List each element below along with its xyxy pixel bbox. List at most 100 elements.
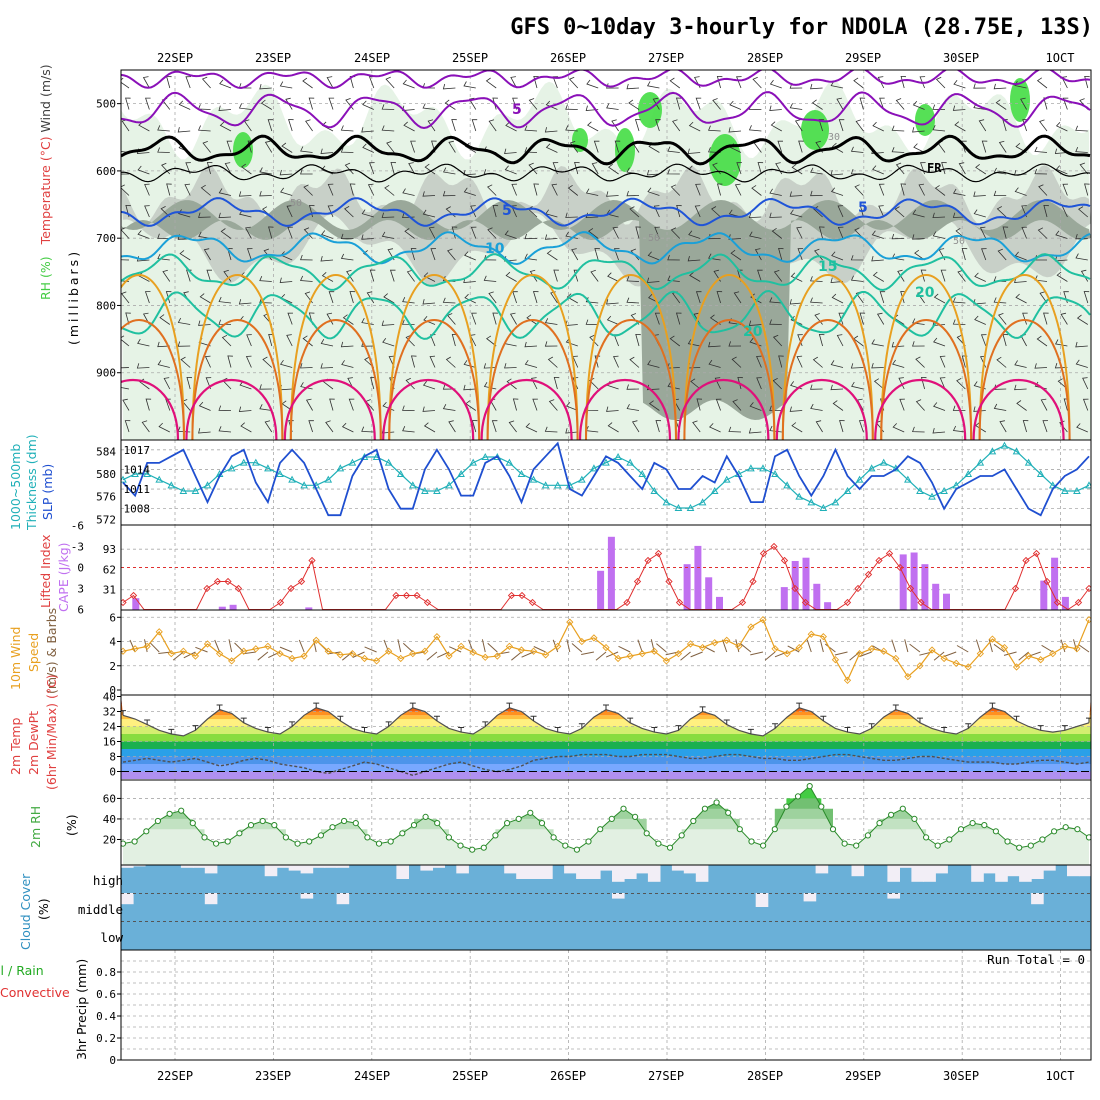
cape-bar: [813, 583, 821, 610]
upper-wind-barb: [383, 293, 395, 304]
upper-wind-barb: [340, 233, 354, 240]
upper-wind-barb: [504, 148, 517, 154]
top-date-tick: 1OCT: [1046, 51, 1075, 65]
wind10-barb: [1073, 639, 1078, 653]
thickness-point: [155, 475, 164, 483]
upper-wind-barb: [653, 205, 660, 218]
upper-wind-barb: [914, 249, 925, 261]
temp-minmax-mark: [578, 723, 585, 729]
upper-wind-barb: [369, 162, 375, 175]
upper-wind-barb: [900, 291, 906, 304]
temp-minmax-mark: [530, 715, 537, 721]
li-point: [759, 549, 768, 558]
upper-wind-barb: [973, 406, 986, 412]
upper-wind-barb: [730, 249, 742, 261]
upper-wind-barb: [125, 312, 131, 325]
rh-point: [422, 813, 429, 821]
cape-bar: [132, 598, 140, 610]
wind-speed-point: [191, 652, 200, 660]
upper-wind-barb: [749, 231, 762, 239]
precip-panel: 0 0.2 0.4 0.6 0.8 Run Total = 0 tal / Rain C…: [0, 949, 1092, 1067]
upper-wind-barb: [279, 277, 293, 283]
upper-wind-barb: [892, 423, 905, 433]
temp-contour-dome: [121, 319, 185, 440]
upper-wind-barb: [778, 247, 784, 261]
temp-minmax-mark: [216, 704, 223, 710]
upper-wind-barb: [980, 334, 987, 347]
upper-wind-barb: [757, 162, 764, 175]
upper-wind-barb: [349, 183, 356, 196]
upper-wind-barb: [871, 339, 884, 347]
upper-wind-barb: [772, 377, 783, 390]
temp-contour-dome: [880, 319, 973, 440]
upper-wind-barb: [402, 105, 415, 111]
contour-label-20-mid: 20: [743, 324, 763, 340]
wind10-barb: [426, 651, 438, 661]
upper-wind-barb: [565, 104, 578, 110]
thickness-point: [722, 475, 731, 483]
upper-wind-barb: [837, 226, 844, 239]
upper-wind-barb: [772, 334, 783, 347]
upper-wind-barb: [198, 401, 211, 411]
upper-wind-barb: [932, 231, 946, 239]
wind10-barb: [740, 643, 752, 653]
upper-wind-barb: [794, 119, 803, 132]
upper-wind-barb: [693, 312, 701, 325]
wind10-barb: [819, 639, 824, 653]
thickness-tick-label: 576: [96, 491, 116, 504]
cloud-gap-bar: [264, 865, 278, 877]
upper-wind-barb: [748, 428, 762, 434]
upper-wind-barb: [428, 226, 436, 239]
temp-minmax-mark: [168, 728, 175, 734]
upper-wind-barb: [1079, 162, 1089, 175]
rh-label-50-c: 50: [953, 236, 965, 247]
slp-gridlines: [121, 440, 1091, 525]
cape-tick-label: 93: [103, 543, 116, 556]
upper-wind-barb: [832, 400, 844, 411]
temp-minmax-mark: [820, 715, 827, 721]
upper-wind-barb: [565, 212, 578, 218]
cape-bar: [932, 583, 940, 610]
temp-color-band: [121, 726, 1091, 734]
temp-contour-dome: [388, 319, 481, 440]
upper-wind-barb: [1016, 400, 1027, 411]
temp-contour-dome: [486, 319, 579, 440]
temp-minmax-mark: [1086, 717, 1091, 723]
upper-wind-barb: [121, 184, 130, 196]
li-point: [1032, 549, 1041, 558]
bottom-date-axis: 22SEP 23SEP 24SEP 25SEP 26SEP 27SEP 28SE…: [157, 1069, 1075, 1083]
dewpoint-line: [122, 753, 1090, 777]
upper-wind-barb: [1057, 378, 1068, 390]
upper-wind-barb: [422, 103, 436, 110]
upper-wind-barb: [879, 97, 885, 110]
temp-contour-dome: [775, 378, 868, 440]
upper-wind-barb: [1060, 312, 1068, 325]
upper-wind-barb: [218, 188, 232, 196]
upper-wind-barb: [789, 103, 803, 110]
thickness-point: [1073, 486, 1081, 494]
wind10-label-b: Speed: [26, 633, 41, 672]
wind-speed-line: [121, 616, 1091, 684]
bottom-date-tick: 29SEP: [845, 1069, 881, 1083]
wind10-barb: [214, 639, 221, 653]
upper-wind-barb: [288, 119, 294, 132]
temp-color-band: [121, 749, 1091, 757]
upper-wind-barb: [200, 184, 211, 196]
thickness-point: [360, 452, 369, 460]
cloud-gap-bar: [432, 865, 445, 868]
upper-wind-barb: [1076, 423, 1088, 433]
cloud-gap-bar: [911, 865, 924, 882]
upper-wind-barb: [1084, 183, 1090, 196]
cloud-gap-bar: [887, 893, 900, 899]
upper-wind-barb: [302, 335, 313, 347]
upper-wind-barb: [1075, 125, 1088, 132]
upper-wind-barb: [777, 140, 784, 153]
upper-wind-barb: [198, 320, 211, 326]
upper-wind-barb: [859, 204, 866, 218]
li-point: [1011, 584, 1020, 593]
upper-wind-barb: [757, 269, 763, 282]
wind10-barb: [183, 651, 196, 659]
rh-label-50-a: 50: [290, 198, 302, 209]
upper-wind-barbs: [121, 75, 1090, 434]
